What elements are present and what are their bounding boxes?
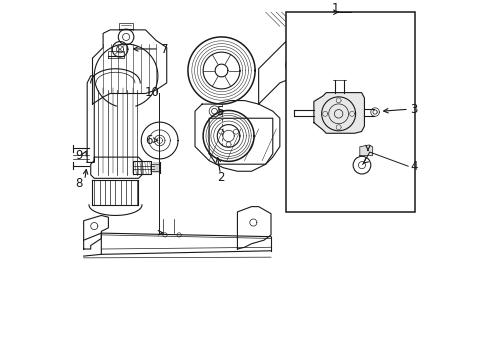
Polygon shape xyxy=(359,145,372,156)
Bar xyxy=(285,12,414,212)
Text: 2: 2 xyxy=(216,171,224,184)
Text: 3: 3 xyxy=(409,103,416,116)
Text: 1: 1 xyxy=(331,2,339,15)
Polygon shape xyxy=(313,93,364,133)
Text: 4: 4 xyxy=(409,160,417,173)
Text: 10: 10 xyxy=(144,86,159,99)
Text: 5: 5 xyxy=(216,105,223,118)
Text: 6: 6 xyxy=(145,134,152,147)
Circle shape xyxy=(352,156,370,174)
Text: 7: 7 xyxy=(161,43,168,56)
Text: 9: 9 xyxy=(75,149,82,162)
Text: 8: 8 xyxy=(75,177,82,190)
